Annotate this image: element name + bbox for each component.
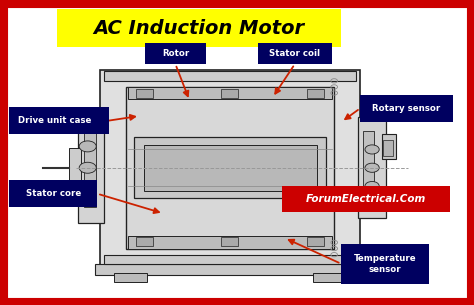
Bar xyxy=(104,71,356,81)
Bar xyxy=(84,128,96,207)
Bar xyxy=(221,89,238,98)
Circle shape xyxy=(79,141,96,152)
Bar xyxy=(104,255,356,264)
Bar xyxy=(382,134,396,159)
Bar xyxy=(258,43,332,64)
Bar xyxy=(383,140,393,156)
Bar xyxy=(95,264,365,274)
Text: ForumElectrical.Com: ForumElectrical.Com xyxy=(306,194,426,204)
Circle shape xyxy=(79,184,96,195)
Text: Temperature
sensor: Temperature sensor xyxy=(354,254,417,274)
Bar xyxy=(307,237,324,246)
Text: Stator coil: Stator coil xyxy=(269,49,320,58)
Bar xyxy=(221,237,238,246)
Circle shape xyxy=(79,162,96,173)
Bar xyxy=(9,180,97,207)
Bar xyxy=(114,273,147,282)
Bar xyxy=(57,9,341,47)
Bar xyxy=(363,131,374,204)
Bar xyxy=(126,87,334,249)
Bar xyxy=(282,186,450,212)
Circle shape xyxy=(365,181,379,191)
Bar xyxy=(136,89,153,98)
Text: Stator core: Stator core xyxy=(26,189,81,198)
Bar xyxy=(360,95,453,122)
Bar xyxy=(341,244,429,284)
Bar xyxy=(100,70,360,265)
Bar xyxy=(136,237,153,246)
Bar xyxy=(78,113,104,223)
Bar xyxy=(144,145,317,191)
Text: Rotary sensor: Rotary sensor xyxy=(372,104,440,113)
Circle shape xyxy=(365,145,379,154)
Text: Rotor: Rotor xyxy=(162,49,189,58)
Bar xyxy=(358,117,386,218)
Text: Drive unit case: Drive unit case xyxy=(18,116,91,125)
Bar xyxy=(9,107,109,134)
Bar xyxy=(145,43,206,64)
Bar xyxy=(307,89,324,98)
Bar xyxy=(128,236,332,249)
Bar xyxy=(128,87,332,99)
Bar xyxy=(313,273,346,282)
Bar xyxy=(69,148,81,188)
Text: AC Induction Motor: AC Induction Motor xyxy=(93,19,305,38)
Bar xyxy=(134,137,326,198)
Circle shape xyxy=(365,163,379,172)
